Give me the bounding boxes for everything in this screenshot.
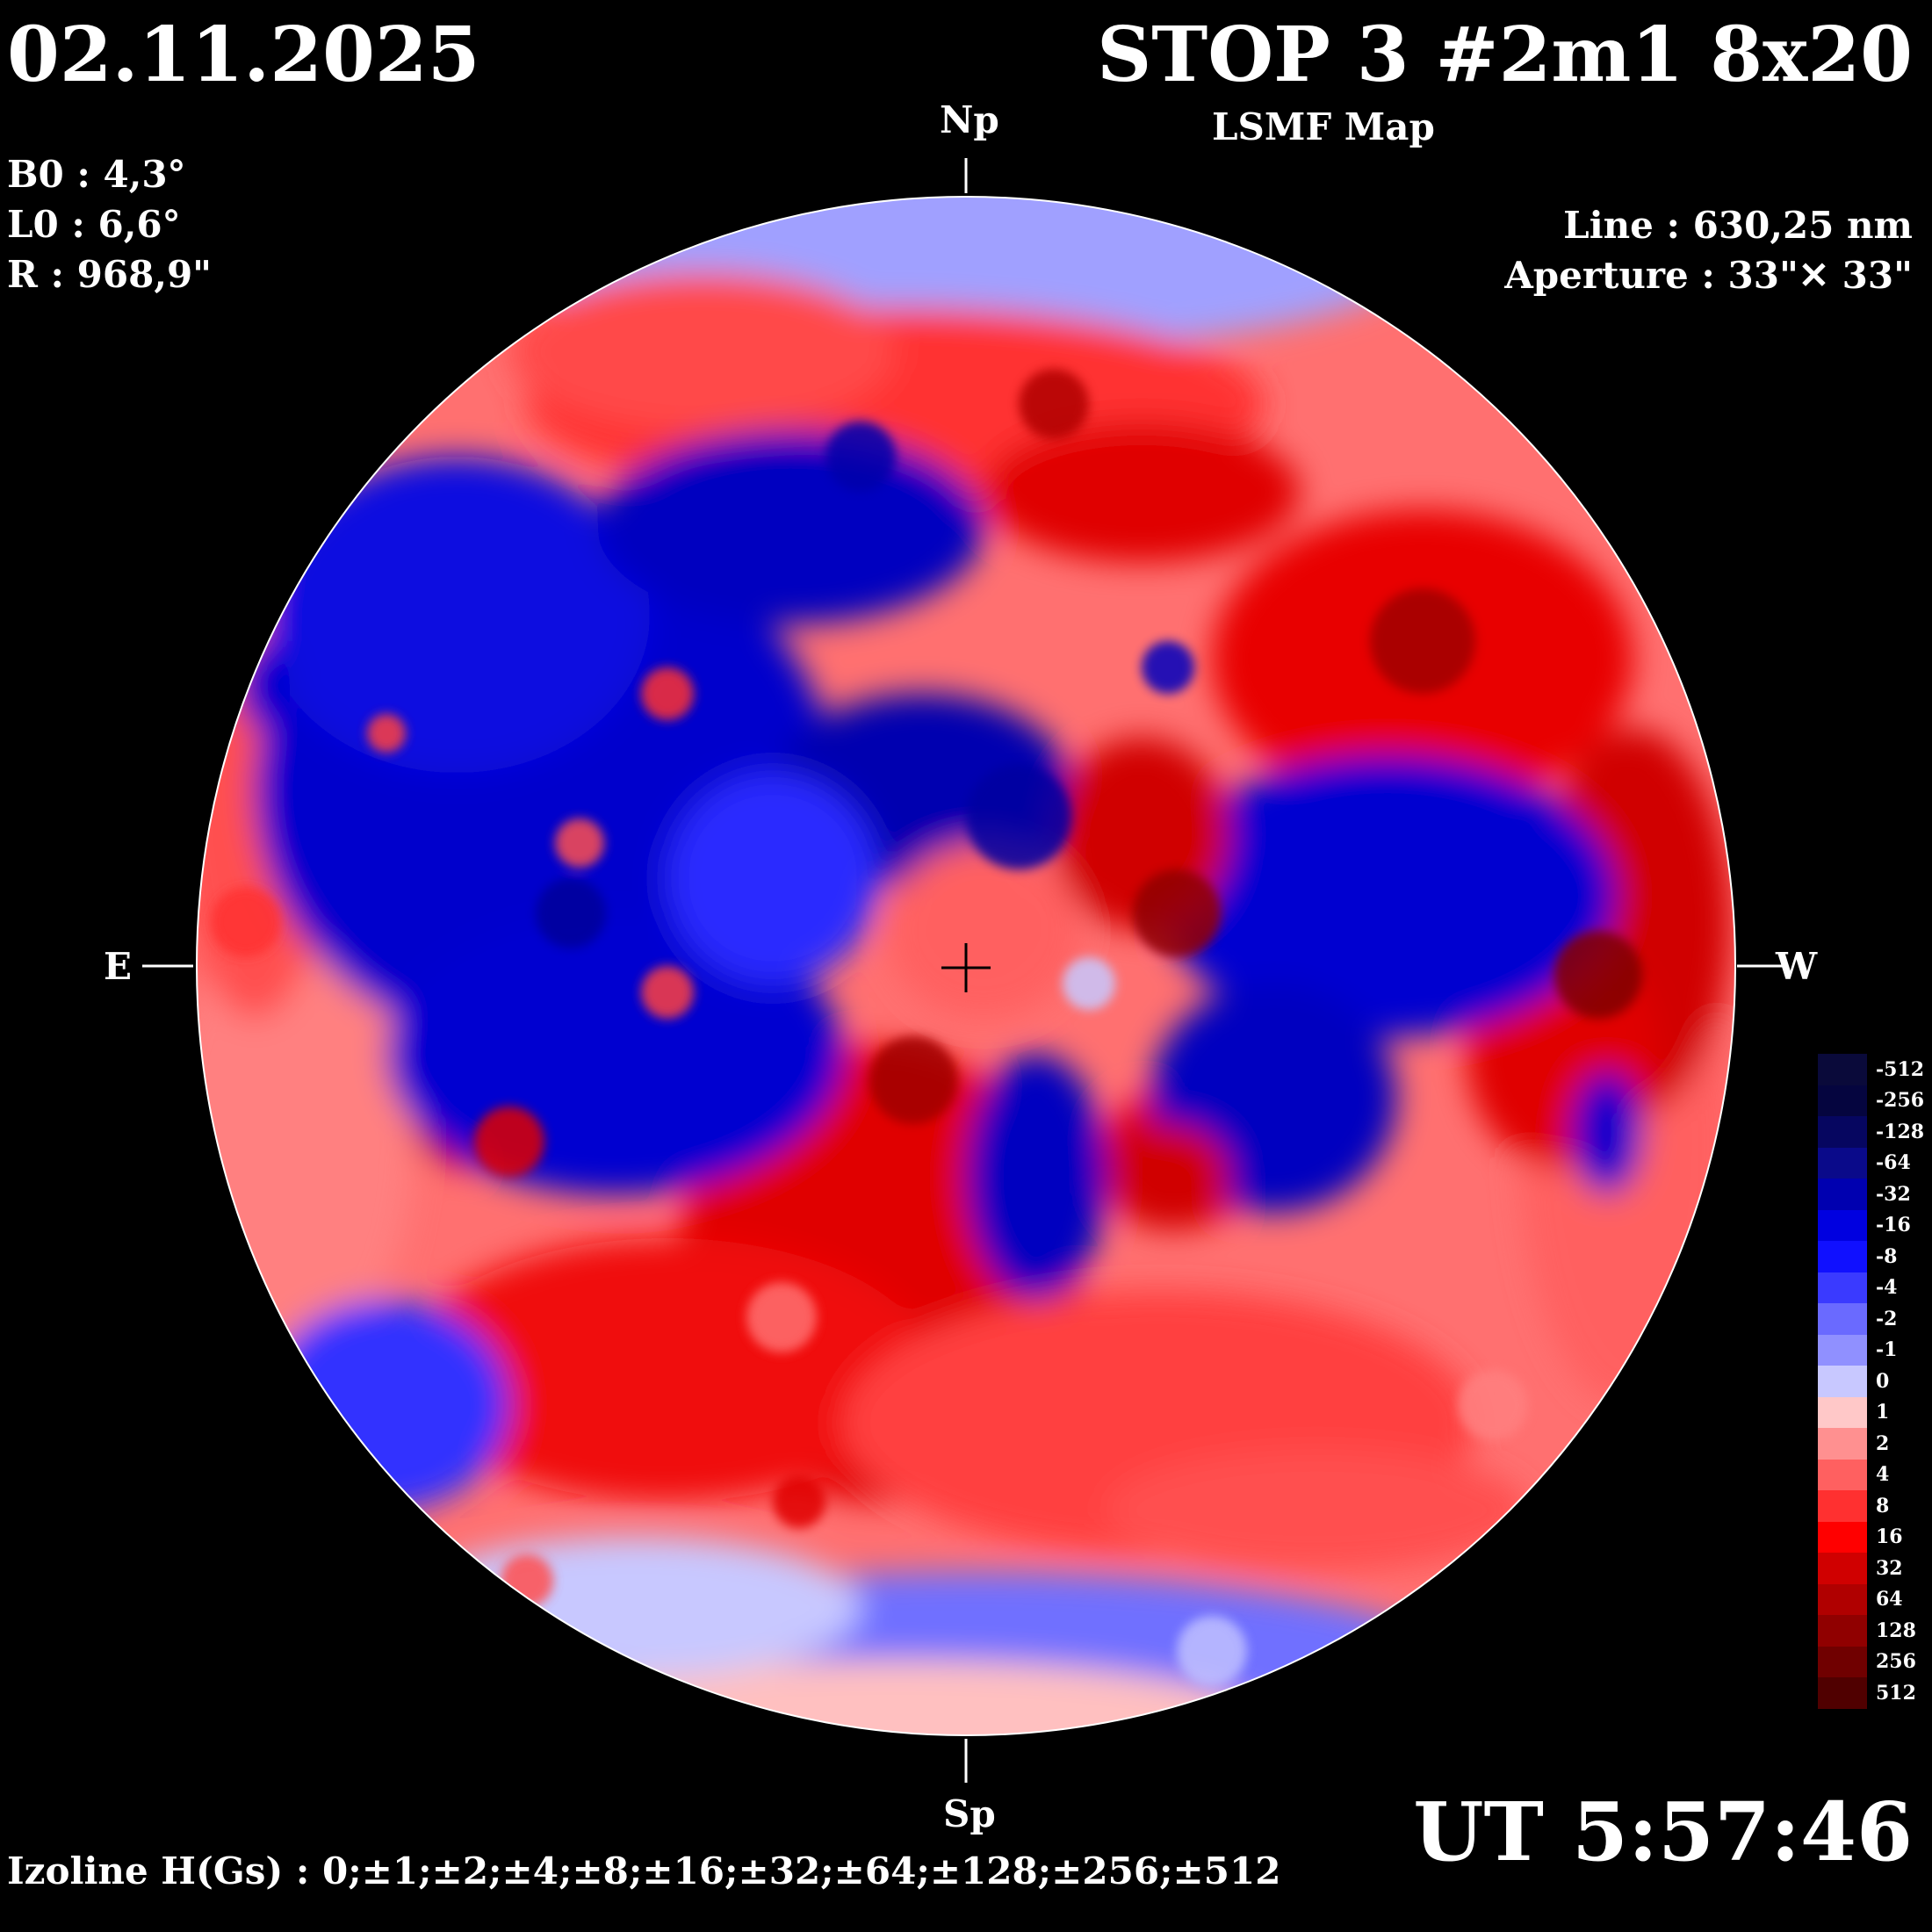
colorbar-label: -16 bbox=[1876, 1214, 1911, 1237]
colorbar-swatch: -2 bbox=[1818, 1303, 1897, 1335]
map-title: STOP 3 #2m1 8x20 bbox=[1097, 11, 1913, 99]
colorbar-label: -512 bbox=[1876, 1057, 1925, 1081]
colorbar-swatch: 16 bbox=[1818, 1521, 1903, 1553]
colorbar-swatch: -256 bbox=[1818, 1085, 1924, 1116]
colorbar-swatch: 2 bbox=[1818, 1428, 1889, 1460]
colorbar-label: 512 bbox=[1876, 1681, 1916, 1705]
colorbar-label: -64 bbox=[1876, 1151, 1911, 1175]
colorbar-swatch: 32 bbox=[1818, 1553, 1903, 1584]
colorbar-swatch: -64 bbox=[1818, 1147, 1911, 1179]
colorbar-swatch: -32 bbox=[1818, 1179, 1911, 1210]
colorbar-label: -128 bbox=[1876, 1120, 1925, 1143]
colorbar-swatch: 8 bbox=[1818, 1490, 1889, 1522]
l0-param: L0 : 6,6° bbox=[7, 203, 181, 246]
colorbar-label: 32 bbox=[1876, 1556, 1903, 1580]
aperture-size: Aperture : 33"✕ 33" bbox=[1504, 254, 1913, 297]
solar-disk bbox=[197, 197, 1735, 1735]
colorbar-label: 8 bbox=[1876, 1494, 1890, 1517]
map-subtitle: LSMF Map bbox=[1212, 105, 1435, 148]
radius-param: R : 968,9" bbox=[7, 253, 213, 296]
colorbar-label: 64 bbox=[1876, 1588, 1903, 1611]
colorbar-label: -32 bbox=[1876, 1182, 1911, 1206]
observation-date: 02.11.2025 bbox=[7, 11, 480, 99]
colorbar-label: 1 bbox=[1876, 1401, 1890, 1424]
colorbar-swatch: 256 bbox=[1818, 1646, 1916, 1677]
north-pole-label: Np bbox=[940, 98, 999, 141]
south-pole-label: Sp bbox=[943, 1792, 996, 1835]
colorbar-swatch: -1 bbox=[1818, 1334, 1897, 1366]
east-label: E bbox=[104, 945, 133, 988]
disk-limb bbox=[196, 196, 1736, 1736]
colorbar-label: -1 bbox=[1876, 1338, 1898, 1362]
izoline-levels: Izoline H(Gs) : 0;±1;±2;±4;±8;±16;±32;±6… bbox=[7, 1849, 1281, 1892]
colorbar-label: 256 bbox=[1876, 1650, 1916, 1674]
b0-param: B0 : 4,3° bbox=[7, 153, 186, 196]
ut-time: UT 5:57:46 bbox=[1413, 1784, 1913, 1879]
colorbar-swatch: 1 bbox=[1818, 1396, 1889, 1428]
colorbar-swatch: -4 bbox=[1818, 1272, 1897, 1303]
colorbar-label: 2 bbox=[1876, 1431, 1890, 1455]
field-colorbar: -512 -256 -128 -64 -32 -16 -8 -4 -2 -1 0 1 2 4 8 16 32 64… bbox=[1818, 1054, 1924, 1756]
colorbar-swatch: 128 bbox=[1818, 1615, 1916, 1647]
colorbar-label: -4 bbox=[1876, 1276, 1898, 1300]
colorbar-label: 0 bbox=[1876, 1369, 1890, 1393]
colorbar-swatch: 512 bbox=[1818, 1677, 1916, 1709]
colorbar-label: 128 bbox=[1876, 1618, 1916, 1642]
colorbar-label: 16 bbox=[1876, 1525, 1903, 1549]
colorbar-swatch: -512 bbox=[1818, 1054, 1924, 1085]
colorbar-label: -8 bbox=[1876, 1244, 1898, 1268]
colorbar-swatch: 4 bbox=[1818, 1459, 1889, 1490]
west-label: W bbox=[1776, 945, 1818, 988]
colorbar-label: -256 bbox=[1876, 1089, 1925, 1113]
colorbar-swatch: -128 bbox=[1818, 1116, 1924, 1148]
center-crosshair-icon bbox=[941, 943, 991, 992]
colorbar-swatch: -8 bbox=[1818, 1241, 1897, 1272]
colorbar-swatch: 0 bbox=[1818, 1366, 1889, 1397]
wavelength-line: Line : 630,25 nm bbox=[1563, 204, 1913, 247]
colorbar-swatch: -16 bbox=[1818, 1209, 1911, 1241]
colorbar-swatch: 64 bbox=[1818, 1583, 1903, 1615]
colorbar-label: 4 bbox=[1876, 1463, 1890, 1487]
colorbar-label: -2 bbox=[1876, 1307, 1898, 1330]
